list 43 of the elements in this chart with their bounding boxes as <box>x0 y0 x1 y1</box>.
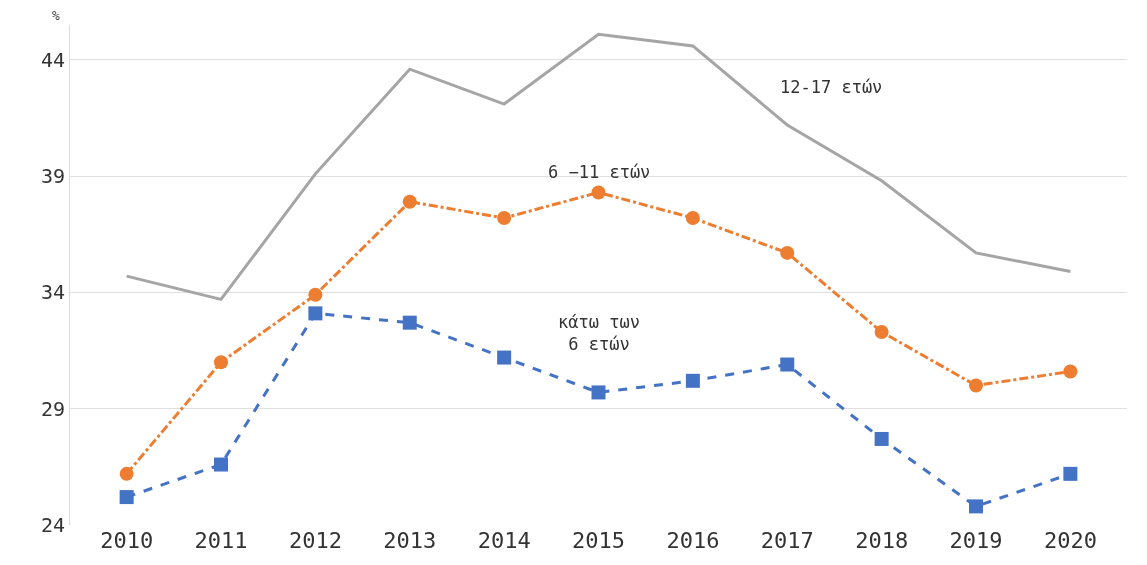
point <box>969 378 983 393</box>
point <box>214 355 228 370</box>
point <box>874 431 889 446</box>
x-tick-label: 2018 <box>855 528 909 553</box>
x-tick-label: 2010 <box>100 528 154 553</box>
line-series <box>125 32 1072 301</box>
point <box>497 350 512 365</box>
x-tick-label: 2020 <box>1043 528 1097 553</box>
point <box>874 324 889 339</box>
point <box>1063 466 1078 481</box>
x-tick-label: 2012 <box>288 528 342 553</box>
x-tick-label: 2019 <box>949 528 1003 553</box>
point <box>685 211 700 226</box>
point <box>214 457 228 472</box>
point <box>402 315 417 330</box>
point <box>119 490 134 505</box>
y-tick-label: 24 <box>40 513 65 537</box>
y-axis-title: % <box>52 8 60 23</box>
point <box>780 245 795 260</box>
point <box>780 357 795 372</box>
series-label: κάτω των 6 ετών <box>558 312 640 355</box>
x-tick-label: 2015 <box>572 528 625 553</box>
point <box>685 373 700 388</box>
x-tick-label: 2016 <box>666 528 720 553</box>
series-label: 12-17 ετών <box>780 77 883 97</box>
y-tick-label: 39 <box>40 164 65 189</box>
point <box>497 211 512 226</box>
point <box>1063 364 1078 379</box>
y-tick-label: 34 <box>40 280 65 305</box>
point <box>402 194 417 209</box>
point <box>119 466 134 481</box>
x-tick-label: 2017 <box>760 528 814 553</box>
point <box>969 499 983 514</box>
y-tick-label: 29 <box>40 396 65 421</box>
x-tick-label: 2014 <box>477 528 531 553</box>
point <box>591 185 606 200</box>
point <box>591 385 606 400</box>
x-tick-label: 2013 <box>383 528 437 553</box>
point <box>308 287 323 302</box>
y-tick-label: 44 <box>40 47 65 72</box>
x-tick-label: 2011 <box>194 528 248 553</box>
point <box>308 306 323 321</box>
series-label: 6 −11 ετών <box>548 162 651 182</box>
